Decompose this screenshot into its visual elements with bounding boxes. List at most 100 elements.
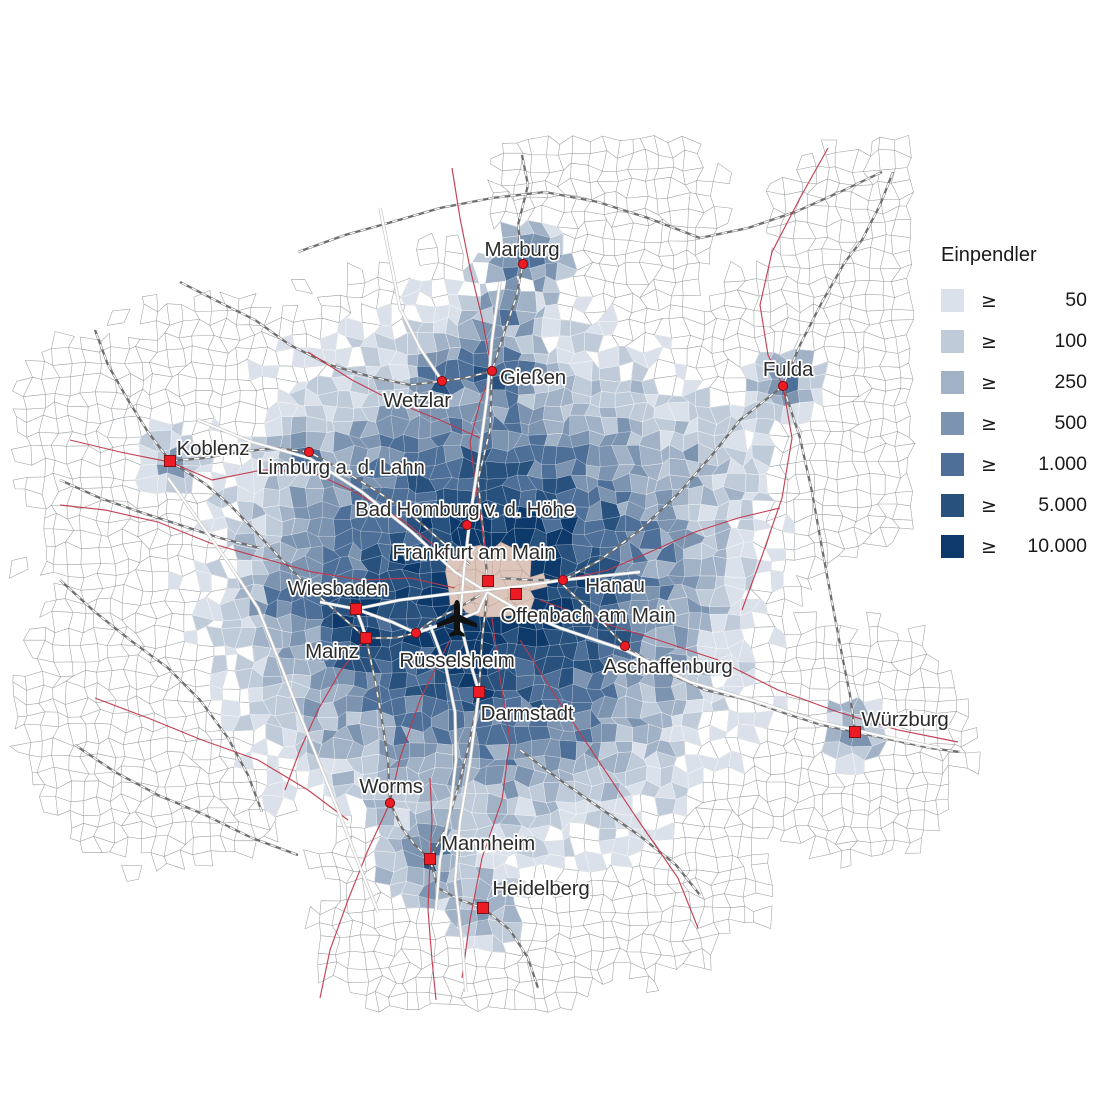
city-marker-marburg [517,258,529,270]
legend-value: 500 [1054,412,1087,434]
city-label-aschaffenburg: Aschaffenburg [603,655,732,678]
city-marker-darmstadt [473,686,485,698]
legend-title: Einpendler [941,244,1037,266]
autobahn-line [167,477,379,913]
city-marker-hanau [557,574,569,586]
city-marker-wurzburg [849,726,861,738]
autobahn-line [429,624,458,911]
city-marker-koblenz [164,455,176,467]
road-line [562,507,781,581]
city-label-wiesbaden: Wiesbaden [288,577,389,600]
road-line [539,599,959,743]
road-line [519,639,699,929]
legend-value: 10.000 [1027,535,1087,557]
railway-dash [169,447,471,566]
city-label-marburg: Marburg [485,238,560,261]
city-label-hanau: Hanau [585,574,644,597]
legend: Einpendler ≥50 ≥100 ≥250 ≥500 ≥1.000 ≥5.000 ≥1… [941,244,1087,567]
greater-equal-symbol: ≥ [981,330,997,353]
road-line [427,777,437,1001]
city-label-bad-homburg-v-d-hohe: Bad Homburg v. d. Höhe [355,498,575,521]
road-line [284,637,367,791]
city-marker-limburg-a-d-lahn [303,446,315,458]
legend-swatch-5 [941,494,964,517]
city-marker-bad-homburg-v-d-hohe [461,519,473,531]
legend-value: 250 [1054,371,1087,393]
autobahn-line [453,281,501,993]
city-marker-frankfurt-am-main [482,575,494,587]
road-line [59,504,456,589]
railway-dash [499,171,894,581]
city-marker-wetzlar [436,375,448,387]
legend-row: ≥250 [941,362,1087,403]
road-line [461,617,511,979]
railway-dash [562,584,961,753]
railway-dash [94,329,367,639]
autobahn-line [379,207,443,382]
greater-equal-symbol: ≥ [981,535,997,558]
city-label-russelsheim: Rüsselsheim [399,649,514,672]
city-marker-worms [384,797,396,809]
greater-equal-symbol: ≥ [981,412,997,435]
legend-swatch-2 [941,371,964,394]
city-marker-fulda [777,380,789,392]
legend-swatch-4 [941,453,964,476]
city-label-wurzburg: Würzburg [861,708,948,731]
city-label-wetzlar: Wetzlar [383,389,451,412]
city-label-giessen: Gießen [500,366,566,389]
city-label-koblenz: Koblenz [177,437,250,460]
autobahn-line [319,571,641,611]
city-marker-mainz [360,632,372,644]
legend-row: ≥50 [941,280,1087,321]
railway-dash [429,594,539,989]
railway-dash [59,479,261,549]
legend-value: 50 [1065,289,1087,311]
city-label-mainz: Mainz [305,640,359,663]
legend-swatch-6 [941,535,964,558]
railway-dash [782,385,856,733]
city-marker-heidelberg [477,902,489,914]
legend-row: ≥1.000 [941,444,1087,485]
legend-row: ≥500 [941,403,1087,444]
road-line [307,351,481,439]
city-label-limburg-a-d-lahn: Limburg a. d. Lahn [257,456,424,479]
airplane-icon [437,600,477,637]
road-line [741,147,829,611]
city-label-heidelberg: Heidelberg [492,877,589,900]
greater-equal-symbol: ≥ [981,289,997,312]
greater-equal-symbol: ≥ [981,494,997,517]
city-label-frankfurt-am-main: Frankfurt am Main [393,541,556,564]
greater-equal-symbol: ≥ [981,453,997,476]
autobahn-line [355,608,417,634]
legend-row: ≥10.000 [941,526,1087,567]
city-labels: Marburg Gießen Wetzlar Fulda Koblenz Limburg … [175,236,951,901]
city-marker-russelsheim [410,627,422,639]
legend-row: ≥5.000 [941,485,1087,526]
road-line [319,639,451,999]
railway-dash [59,579,263,813]
city-label-worms: Worms [359,775,423,798]
legend-value: 100 [1054,330,1087,352]
railway-dash [179,281,493,386]
autobahn-line [197,419,941,749]
city-marker-offenbach-am-main [510,588,522,600]
city-label-darmstadt: Darmstadt [481,702,574,725]
railway-dash [477,154,529,576]
railway-dash [519,749,701,896]
city-marker-giessen [486,365,498,377]
legend-swatch-0 [941,289,964,312]
city-marker-aschaffenburg [619,640,631,652]
city-label-offenbach-am-main: Offenbach am Main [500,604,675,627]
city-marker-mannheim [424,853,436,865]
city-label-fulda: Fulda [763,358,814,381]
city-marker-wiesbaden [350,603,362,615]
city-markers [164,258,861,914]
legend-swatch-1 [941,330,964,353]
city-label-mannheim: Mannheim [441,832,535,855]
greater-equal-symbol: ≥ [981,371,997,394]
legend-rows: ≥50 ≥100 ≥250 ≥500 ≥1.000 ≥5.000 ≥10.000 [941,280,1087,567]
railway-line [699,170,883,240]
railway-dash [365,637,431,860]
